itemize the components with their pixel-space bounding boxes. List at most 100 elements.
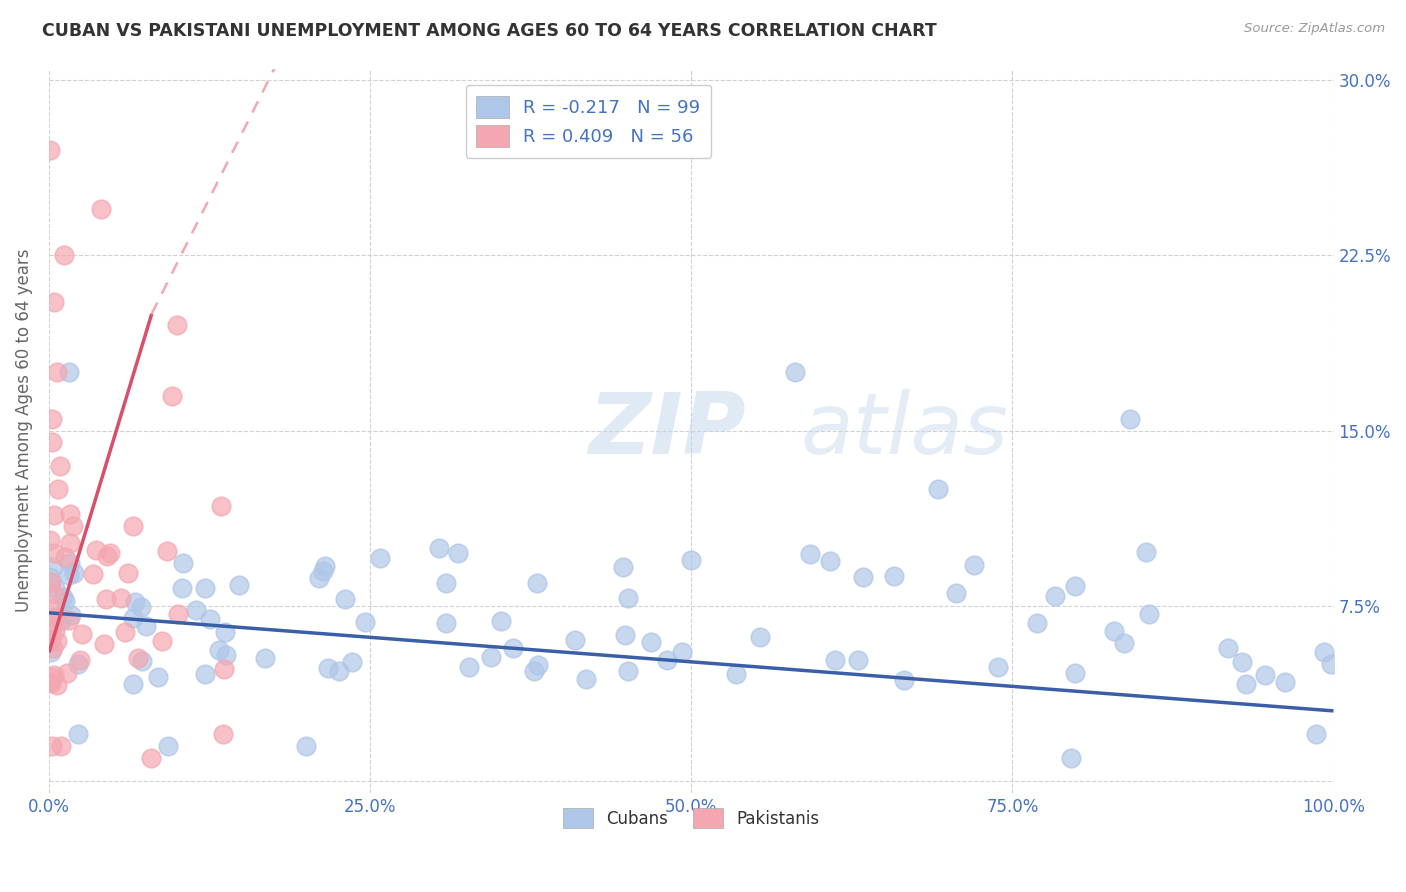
- Point: [41, 559, 63, 574]
- Text: ZIP: ZIP: [589, 389, 747, 472]
- Point: [228, 578, 250, 592]
- Point: [94, 592, 117, 607]
- Point: [799, 547, 821, 561]
- Point: [53, 594, 76, 608]
- Point: [613, 628, 636, 642]
- Point: [927, 482, 949, 496]
- Point: [1320, 657, 1343, 671]
- Point: [114, 625, 136, 640]
- Point: [194, 582, 217, 596]
- Point: [295, 739, 318, 753]
- Text: Source: ZipAtlas.com: Source: ZipAtlas.com: [1244, 22, 1385, 36]
- Point: [41, 645, 63, 659]
- Point: [1026, 615, 1049, 630]
- Point: [41, 435, 63, 450]
- Point: [212, 727, 235, 741]
- Point: [131, 654, 153, 668]
- Point: [42, 295, 65, 310]
- Point: [110, 591, 132, 606]
- Point: [38, 533, 60, 547]
- Point: [63, 566, 86, 581]
- Point: [824, 653, 846, 667]
- Point: [986, 659, 1008, 673]
- Point: [1060, 750, 1083, 764]
- Point: [427, 541, 450, 555]
- Point: [612, 560, 634, 574]
- Point: [39, 574, 62, 589]
- Point: [156, 739, 179, 753]
- Point: [70, 626, 93, 640]
- Point: [146, 670, 169, 684]
- Point: [316, 661, 339, 675]
- Point: [53, 549, 76, 564]
- Point: [69, 653, 91, 667]
- Point: [617, 664, 640, 678]
- Point: [1274, 674, 1296, 689]
- Point: [100, 546, 122, 560]
- Point: [184, 602, 207, 616]
- Point: [127, 650, 149, 665]
- Point: [1045, 589, 1067, 603]
- Point: [58, 614, 80, 628]
- Point: [342, 655, 364, 669]
- Point: [52, 590, 75, 604]
- Point: [564, 633, 586, 648]
- Point: [49, 458, 72, 473]
- Point: [655, 653, 678, 667]
- Point: [852, 569, 875, 583]
- Point: [122, 518, 145, 533]
- Point: [679, 553, 702, 567]
- Point: [46, 482, 69, 496]
- Text: atlas: atlas: [800, 389, 1008, 472]
- Point: [945, 586, 967, 600]
- Point: [122, 611, 145, 625]
- Point: [434, 615, 457, 630]
- Point: [84, 543, 107, 558]
- Point: [44, 624, 66, 638]
- Point: [60, 607, 83, 622]
- Point: [489, 614, 512, 628]
- Point: [38, 635, 60, 649]
- Point: [1234, 677, 1257, 691]
- Point: [122, 676, 145, 690]
- Point: [135, 619, 157, 633]
- Point: [1064, 579, 1087, 593]
- Point: [66, 657, 89, 671]
- Point: [139, 750, 162, 764]
- Point: [167, 607, 190, 622]
- Point: [166, 318, 188, 333]
- Point: [434, 576, 457, 591]
- Point: [209, 500, 232, 514]
- Point: [308, 571, 330, 585]
- Point: [523, 665, 546, 679]
- Point: [671, 645, 693, 659]
- Point: [1254, 668, 1277, 682]
- Point: [212, 662, 235, 676]
- Point: [90, 202, 112, 216]
- Point: [124, 594, 146, 608]
- Point: [198, 612, 221, 626]
- Point: [1305, 727, 1327, 741]
- Point: [172, 556, 194, 570]
- Point: [724, 666, 747, 681]
- Point: [160, 388, 183, 402]
- Point: [575, 673, 598, 687]
- Point: [526, 576, 548, 591]
- Point: [82, 566, 104, 581]
- Point: [129, 600, 152, 615]
- Point: [42, 508, 65, 523]
- Point: [67, 727, 90, 741]
- Point: [42, 600, 65, 615]
- Point: [46, 634, 69, 648]
- Point: [38, 675, 60, 690]
- Point: [1232, 656, 1254, 670]
- Point: [39, 574, 62, 589]
- Point: [42, 546, 65, 560]
- Point: [59, 556, 82, 570]
- Point: [93, 637, 115, 651]
- Point: [1102, 624, 1125, 638]
- Point: [479, 650, 502, 665]
- Point: [1112, 636, 1135, 650]
- Point: [49, 739, 72, 753]
- Point: [45, 610, 67, 624]
